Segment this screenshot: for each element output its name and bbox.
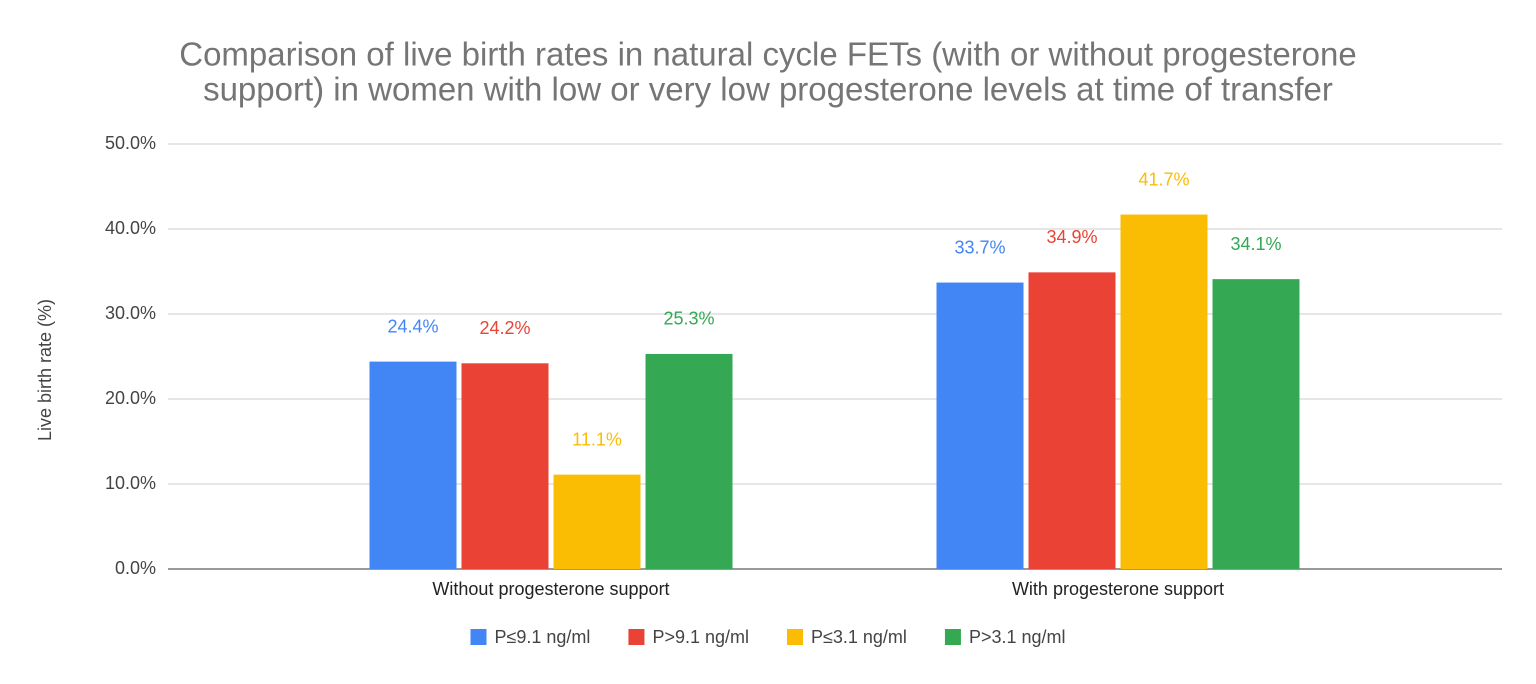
y-axis-label: Live birth rate (%) bbox=[35, 299, 55, 441]
data-label: 24.2% bbox=[479, 318, 530, 338]
y-tick-label: 30.0% bbox=[105, 303, 156, 323]
data-label: 33.7% bbox=[954, 237, 1005, 257]
y-tick-label: 0.0% bbox=[115, 558, 156, 578]
legend-label: P>3.1 ng/ml bbox=[969, 627, 1066, 647]
legend-label: P>9.1 ng/ml bbox=[652, 627, 749, 647]
data-label: 41.7% bbox=[1138, 169, 1189, 189]
legend-swatch bbox=[944, 629, 961, 645]
legend-swatch bbox=[628, 629, 645, 645]
bar bbox=[553, 474, 641, 569]
bar bbox=[1120, 214, 1208, 570]
data-label: 11.1% bbox=[572, 429, 622, 449]
y-tick-label: 40.0% bbox=[105, 218, 156, 238]
data-label: 34.9% bbox=[1046, 227, 1097, 247]
bar bbox=[936, 282, 1024, 569]
chart-title: Comparison of live birth rates in natura… bbox=[179, 36, 1357, 73]
legend-label: P≤3.1 ng/ml bbox=[811, 627, 907, 647]
legend-label: P≤9.1 ng/ml bbox=[495, 627, 591, 647]
legend-swatch bbox=[470, 629, 487, 645]
chart-title: support) in women with low or very low p… bbox=[203, 71, 1333, 108]
bar bbox=[461, 363, 549, 569]
data-label: 25.3% bbox=[663, 309, 714, 329]
x-tick-label: Without progesterone support bbox=[432, 579, 669, 599]
bar bbox=[1212, 279, 1300, 569]
data-label: 34.1% bbox=[1230, 234, 1281, 254]
bar bbox=[1028, 272, 1116, 569]
y-tick-label: 10.0% bbox=[105, 473, 156, 493]
legend-swatch bbox=[787, 629, 803, 645]
y-tick-label: 20.0% bbox=[105, 388, 156, 408]
bar bbox=[645, 353, 733, 569]
data-label: 24.4% bbox=[387, 316, 438, 336]
x-tick-label: With progesterone support bbox=[1012, 579, 1224, 599]
y-tick-label: 50.0% bbox=[105, 133, 156, 153]
bar bbox=[369, 361, 457, 569]
